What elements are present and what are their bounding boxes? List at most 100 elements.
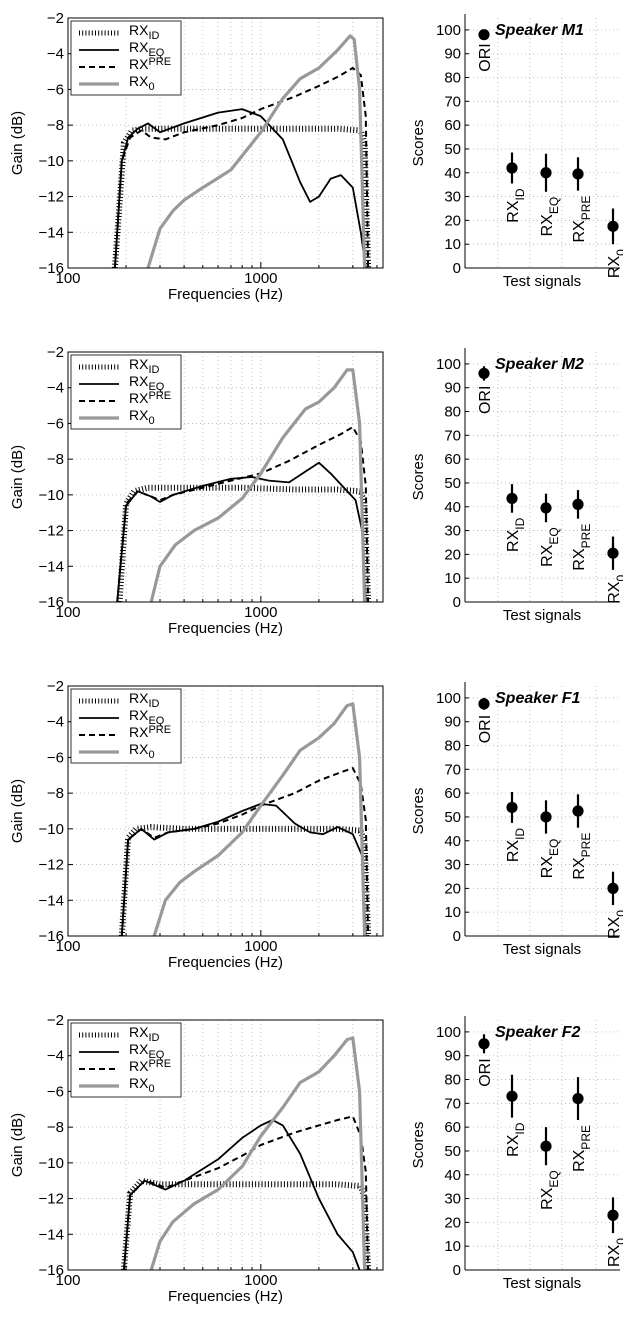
score-point-rx-pre	[572, 805, 583, 816]
y-tick-label: 20	[444, 212, 461, 229]
y-tick-label: 90	[444, 46, 461, 63]
y-tick-label: 40	[444, 1167, 461, 1184]
score-point-rx-0	[607, 221, 618, 232]
y-tick-label: −10	[39, 821, 64, 838]
series-rx-pre-line	[117, 427, 368, 602]
y-tick-label: 100	[436, 690, 461, 707]
category-label-rx-id: RXID	[505, 828, 527, 863]
y-tick-label: −10	[39, 487, 64, 504]
y-tick-label: 40	[444, 833, 461, 850]
y-tick-label: 70	[444, 1095, 461, 1112]
y-tick-label: 0	[453, 1262, 461, 1279]
y-tick-label: 20	[444, 546, 461, 563]
y-tick-label: 70	[444, 427, 461, 444]
category-label-ori: ORI	[477, 386, 494, 414]
score-point-ori	[478, 698, 489, 709]
category-label-rx-eq: RXEQ	[539, 839, 561, 879]
score-chart-M2: 0 10 20 30 40 50 60 70 80 90 100 Speaker M2 Scores Te…	[410, 348, 623, 624]
x-tick-label: 100	[55, 938, 80, 955]
score-point-rx-id	[506, 802, 517, 813]
y-tick-label: −12	[39, 189, 64, 206]
y-tick-label: −2	[47, 678, 64, 695]
y-tick-label: 70	[444, 93, 461, 110]
y-tick-label: 10	[444, 236, 461, 253]
category-label-rx-pre: RXPRE	[571, 833, 593, 880]
y-tick-label: 50	[444, 1143, 461, 1160]
gain-chart-M1: −2−4−6−8−10−12−14−16100 1000Frequencies (…	[9, 10, 383, 303]
y-tick-label: 80	[444, 404, 461, 421]
score-point-rx-eq	[540, 1141, 551, 1152]
score-point-rx-0	[607, 548, 618, 559]
y-tick-label: −12	[39, 523, 64, 540]
score-point-rx-id	[506, 162, 517, 173]
y-tick-label: 90	[444, 714, 461, 731]
score-point-rx-id	[506, 493, 517, 504]
category-label-rx-eq: RXEQ	[539, 527, 561, 567]
x-tick-label: 1000	[244, 938, 277, 955]
y-tick-label: −8	[47, 451, 64, 468]
score-point-rx-0	[607, 1210, 618, 1221]
y-axis-label: Gain (dB)	[9, 1113, 26, 1177]
y-tick-label: −14	[39, 558, 64, 575]
score-point-rx-eq	[540, 502, 551, 513]
y-tick-label: −6	[47, 81, 64, 98]
x-tick-label: 100	[55, 270, 80, 287]
score-point-ori	[478, 368, 489, 379]
x-axis-label: Frequencies (Hz)	[168, 1288, 283, 1305]
y-axis-label: Gain (dB)	[9, 779, 26, 843]
y-tick-label: −8	[47, 1119, 64, 1136]
y-tick-label: 10	[444, 904, 461, 921]
series-rx-eq-line	[122, 804, 366, 936]
score-chart-M1: 0102030405060708090100 Speaker M1ScoresTe…	[410, 14, 623, 290]
category-label-rx-id: RXID	[505, 188, 527, 223]
x-tick-label: 1000	[244, 270, 277, 287]
x-tick-label: 100	[55, 1272, 80, 1289]
y-tick-label: 60	[444, 117, 461, 134]
x-tick-label: 100	[55, 604, 80, 621]
y-tick-label: −4	[47, 1048, 64, 1065]
score-point-rx-id	[506, 1091, 517, 1102]
y-axis-label: Scores	[410, 788, 427, 835]
score-chart-F1: 0 10 20 30 40 50 60 70 80 90 100 Speaker F1 Scores Te…	[410, 682, 623, 958]
y-tick-label: 50	[444, 809, 461, 826]
category-label-rx-pre: RXPRE	[571, 524, 593, 571]
y-tick-label: 10	[444, 1238, 461, 1255]
y-tick-label: 50	[444, 475, 461, 492]
y-tick-label: −4	[47, 380, 64, 397]
legend: RXIDRXEQRXPRERX0	[71, 1023, 181, 1097]
chart-title: Speaker M1	[495, 22, 584, 39]
chart-title: Speaker F2	[495, 1024, 580, 1041]
score-point-rx-eq	[540, 811, 551, 822]
y-tick-label: −6	[47, 749, 64, 766]
y-tick-label: −14	[39, 892, 64, 909]
y-tick-label: −12	[39, 857, 64, 874]
y-tick-label: 80	[444, 1072, 461, 1089]
category-label-rx-0: RX0	[606, 910, 623, 939]
category-label-rx-id: RXID	[505, 517, 527, 552]
x-tick-label: 1000	[244, 1272, 277, 1289]
score-point-rx-pre	[572, 168, 583, 179]
y-tick-label: 60	[444, 785, 461, 802]
y-tick-label: −10	[39, 153, 64, 170]
y-tick-label: 20	[444, 1214, 461, 1231]
category-label-rx-eq: RXEQ	[539, 197, 561, 237]
y-tick-label: 30	[444, 523, 461, 540]
y-tick-label: 100	[436, 22, 461, 39]
y-tick-label: 0	[453, 260, 461, 277]
x-axis-label: Test signals	[503, 607, 581, 624]
y-tick-label: 30	[444, 857, 461, 874]
series-rx-id-line	[124, 1181, 368, 1270]
y-tick-label: −8	[47, 117, 64, 134]
x-axis-label: Test signals	[503, 273, 581, 290]
category-label-rx-0: RX0	[606, 249, 623, 278]
y-tick-label: 60	[444, 1119, 461, 1136]
score-point-ori	[478, 1038, 489, 1049]
y-tick-label: 0	[453, 928, 461, 945]
score-point-rx-pre	[572, 1093, 583, 1104]
y-tick-label: 40	[444, 499, 461, 516]
category-label-rx-id: RXID	[505, 1122, 527, 1157]
